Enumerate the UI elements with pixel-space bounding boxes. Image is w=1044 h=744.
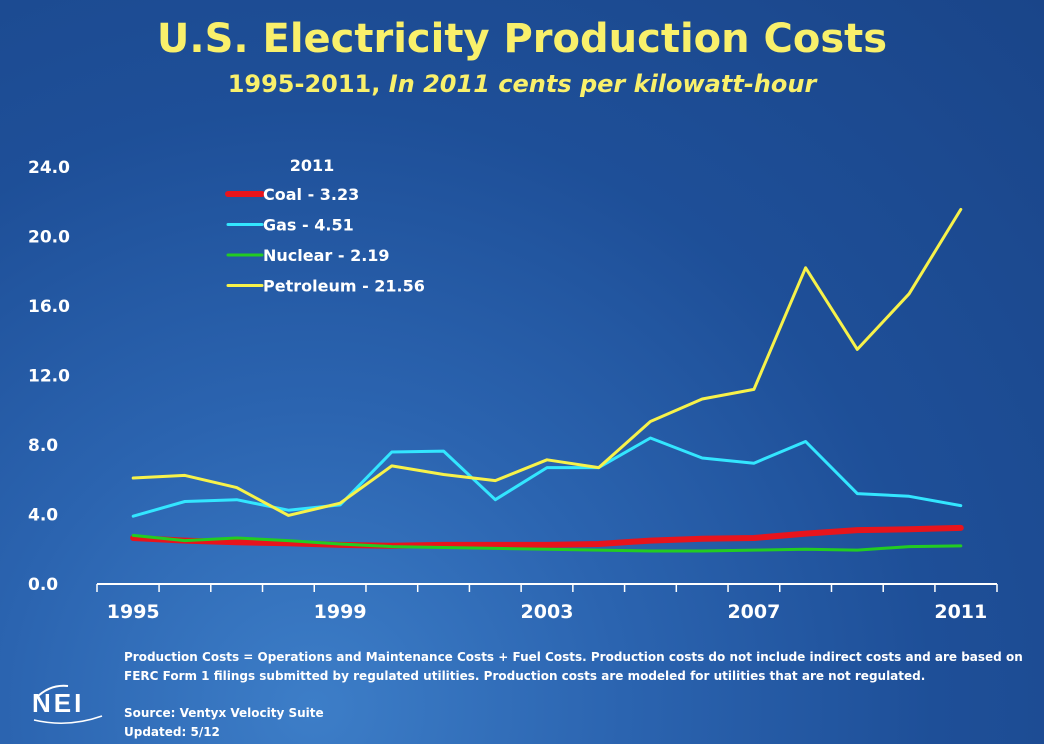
legend-label-gas: Gas - 4.51 xyxy=(263,216,354,235)
nei-logo: NEI xyxy=(32,684,103,724)
subtitle-years: 1995-2011, xyxy=(227,70,389,98)
x-tick-label: 2007 xyxy=(727,601,780,623)
series-line-coal xyxy=(130,524,964,549)
chart-subtitle: 1995-2011, In 2011 cents per kilowatt-ho… xyxy=(0,68,1044,100)
series-line-nuclear xyxy=(131,533,963,553)
y-tick-label: 0.0 xyxy=(28,575,58,595)
y-tick-label: 12.0 xyxy=(28,367,70,387)
series-line-petroleum xyxy=(131,207,963,517)
x-tick-label: 1999 xyxy=(314,601,367,623)
series-line-gas xyxy=(131,436,963,518)
y-tick-label: 16.0 xyxy=(28,297,70,317)
y-tick-label: 20.0 xyxy=(28,228,70,248)
subtitle-units: In 2011 cents per kilowatt-hour xyxy=(388,70,817,98)
legend-label-coal: Coal - 3.23 xyxy=(263,185,359,204)
x-tick-label: 1995 xyxy=(107,601,160,623)
y-tick-label: 8.0 xyxy=(28,436,58,456)
updated-note: Updated: 5/12 xyxy=(124,725,220,739)
logo-swoosh xyxy=(35,684,69,699)
definition-note: Production Costs = Operations and Mainte… xyxy=(124,650,1023,683)
logo-arc xyxy=(33,715,103,724)
logo-text: NEI xyxy=(32,688,84,718)
legend-label-nuclear: Nuclear - 2.19 xyxy=(263,246,390,265)
x-tick-label: 2003 xyxy=(521,601,574,623)
source-note: Source: Ventyx Velocity Suite xyxy=(124,706,324,720)
x-tick-label: 2011 xyxy=(934,601,987,623)
legend-title: 2011 xyxy=(290,156,335,175)
y-tick-label: 24.0 xyxy=(28,158,70,178)
legend-label-petroleum: Petroleum - 21.56 xyxy=(263,277,425,296)
chart-title: U.S. Electricity Production Costs xyxy=(156,16,888,62)
y-tick-label: 4.0 xyxy=(28,506,58,526)
footnotes: Production Costs = Operations and Mainte… xyxy=(124,648,1024,742)
